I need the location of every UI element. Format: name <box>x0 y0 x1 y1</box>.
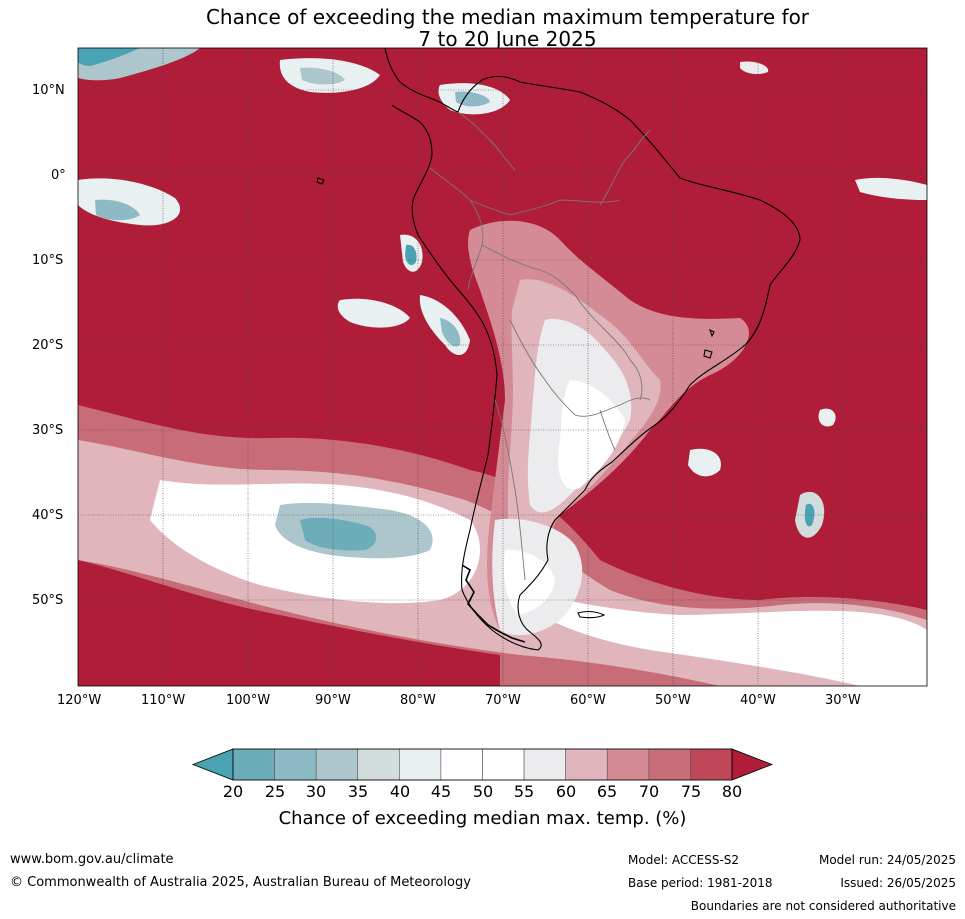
lon-label-80w: 80°W <box>400 693 436 708</box>
colorbar-tick: 35 <box>347 782 369 801</box>
footer-copyright: © Commonwealth of Australia 2025, Austra… <box>10 875 471 890</box>
pacific-anomalies <box>78 48 927 356</box>
lat-label-50s: 50°S <box>32 593 64 608</box>
lat-label-10s: 10°S <box>32 253 64 268</box>
colorbar-cell <box>315 748 359 781</box>
lat-label-40s: 40°S <box>32 508 64 523</box>
lon-label-90w: 90°W <box>315 693 351 708</box>
colorbar-cell <box>399 748 442 781</box>
colorbar-tick: 70 <box>638 782 660 801</box>
continental-interior-pattern <box>468 220 749 636</box>
colorbar-tick: 55 <box>513 782 535 801</box>
country-boundaries <box>429 111 651 581</box>
colorbar-tick: 60 <box>555 782 577 801</box>
colorbar-label: Chance of exceeding median max. temp. (%… <box>278 808 687 829</box>
colorbar-cell <box>690 748 733 781</box>
lon-label-40w: 40°W <box>740 693 776 708</box>
colorbar-cell <box>482 748 525 781</box>
map-title-line1: Chance of exceeding the median maximum t… <box>205 5 810 29</box>
lat-label-10n: 10°N <box>32 83 65 98</box>
lon-label-120w: 120°W <box>57 693 102 708</box>
colorbar-tick: 80 <box>721 782 743 801</box>
colorbar-cell <box>440 748 483 781</box>
lat-label-20s: 20°S <box>32 338 64 353</box>
colorbar-tick: 45 <box>430 782 452 801</box>
colorbar-cell <box>606 748 650 781</box>
lon-label-100w: 100°W <box>226 693 271 708</box>
colorbar-cell <box>274 748 317 781</box>
colorbar-tick: 65 <box>596 782 618 801</box>
footer-url-link[interactable]: www.bom.gov.au/climate <box>10 852 174 867</box>
colorbar-tick: 40 <box>389 782 411 801</box>
colorbar-tick: 25 <box>264 782 286 801</box>
lon-label-60w: 60°W <box>570 693 606 708</box>
colorbar-tick: 20 <box>222 782 244 801</box>
colorbar-cell <box>357 748 400 781</box>
colorbar-tick: 50 <box>472 782 494 801</box>
lat-label-0: 0° <box>51 168 66 183</box>
colorbar-cell <box>523 748 566 781</box>
coastline <box>316 48 801 651</box>
colorbar-frame <box>232 748 733 781</box>
colorbar-arrow-high <box>731 748 774 781</box>
colorbar-cell <box>232 748 275 781</box>
colorbar-cell <box>648 748 691 781</box>
footer-model-run: Model run: 24/05/2025 <box>818 853 956 867</box>
colorbar-tick: 30 <box>305 782 327 801</box>
lon-label-30w: 30°W <box>825 693 861 708</box>
colorbar-tick: 75 <box>680 782 702 801</box>
map-frame <box>77 47 928 687</box>
colorbar-arrow-low <box>191 748 234 781</box>
lon-label-50w: 50°W <box>655 693 691 708</box>
footer-base-period: Base period: 1981-2018 <box>628 876 773 890</box>
lon-label-110w: 110°W <box>141 693 186 708</box>
map-title-line2: 7 to 20 June 2025 <box>418 27 597 51</box>
graticule <box>78 48 927 686</box>
footer-issued-date: Issued: 26/05/2025 <box>840 876 956 890</box>
colorbar-cell <box>565 748 608 781</box>
footer-model: Model: ACCESS-S2 <box>628 853 740 867</box>
lon-label-70w: 70°W <box>485 693 521 708</box>
footer-disclaimer: Boundaries are not considered authoritat… <box>690 899 956 913</box>
lat-label-30s: 30°S <box>32 423 64 438</box>
